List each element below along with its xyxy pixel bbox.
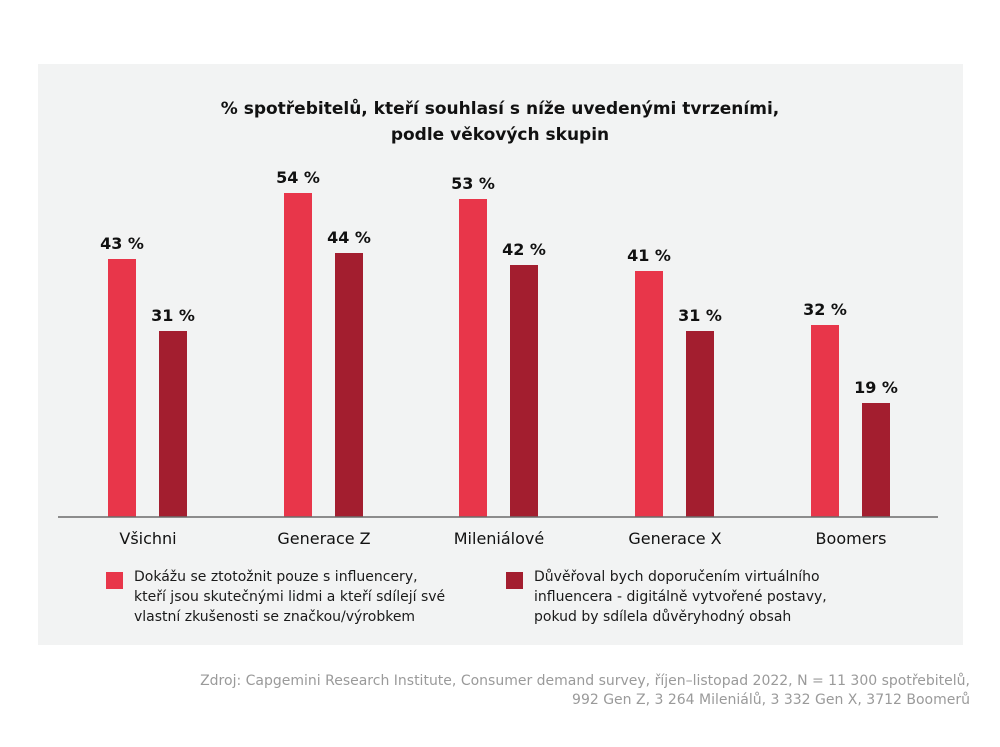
bar-value-label: 44 %: [327, 228, 371, 247]
bar-value-label: 32 %: [803, 300, 847, 319]
bar-series-1-2: [459, 199, 487, 517]
legend-label-series-2: Důvěřoval bych doporučením virtuálního i…: [534, 567, 894, 627]
x-tick-label: Boomers: [816, 529, 887, 548]
chart-panel: [38, 64, 963, 645]
legend-label-line: pokud by sdílela důvěryhodný obsah: [534, 609, 792, 625]
source-note: Zdroj: Capgemini Research Institute, Con…: [70, 672, 970, 710]
bar-value-label: 42 %: [502, 240, 546, 259]
bar-series-2-4: [862, 403, 890, 517]
bar-value-label: 53 %: [451, 174, 495, 193]
bar-series-1-3: [635, 271, 663, 517]
bar-value-label: 31 %: [151, 306, 195, 325]
bar-value-label: 54 %: [276, 168, 320, 187]
bar-value-label: 19 %: [854, 378, 898, 397]
chart-title-line-2: podle věkových skupin: [390, 125, 610, 145]
legend-label-line: Důvěřoval bych doporučením virtuálního: [534, 569, 820, 585]
bar-series-2-3: [686, 331, 714, 517]
bar-value-label: 31 %: [678, 306, 722, 325]
bar-series-2-0: [159, 331, 187, 517]
legend-label-line: kteří jsou skutečnými lidmi a kteří sdíl…: [134, 589, 446, 605]
x-tick-label: Všichni: [119, 529, 176, 548]
bar-series-2-1: [335, 253, 363, 517]
legend-swatch-series-2: [506, 572, 523, 589]
chart-title: % spotřebitelů, kteří souhlasí s níže uv…: [0, 96, 1000, 148]
legend-label-series-1: Dokážu se ztotožnit pouze s influencery,…: [134, 567, 494, 627]
bar-series-1-4: [811, 325, 839, 517]
bar-value-label: 41 %: [627, 246, 671, 265]
legend-label-line: influencera - digitálně vytvořené postav…: [534, 589, 827, 605]
bar-value-label: 43 %: [100, 234, 144, 253]
bar-series-1-1: [284, 193, 312, 517]
legend-label-line: Dokážu se ztotožnit pouze s influencery,: [134, 569, 418, 585]
x-tick-label: Generace Z: [277, 529, 370, 548]
x-tick-label: Mileniálové: [454, 529, 544, 548]
bar-series-2-2: [510, 265, 538, 517]
legend-label-line: vlastní zkušenosti se značkou/výrobkem: [134, 609, 416, 625]
bar-series-1-0: [108, 259, 136, 517]
chart-title-line-1: % spotřebitelů, kteří souhlasí s níže uv…: [220, 99, 780, 119]
legend-swatch-series-1: [106, 572, 123, 589]
source-line-2: 992 Gen Z, 3 264 Mileniálů, 3 332 Gen X,…: [572, 692, 970, 708]
source-line-1: Zdroj: Capgemini Research Institute, Con…: [200, 673, 970, 689]
x-tick-label: Generace X: [628, 529, 721, 548]
